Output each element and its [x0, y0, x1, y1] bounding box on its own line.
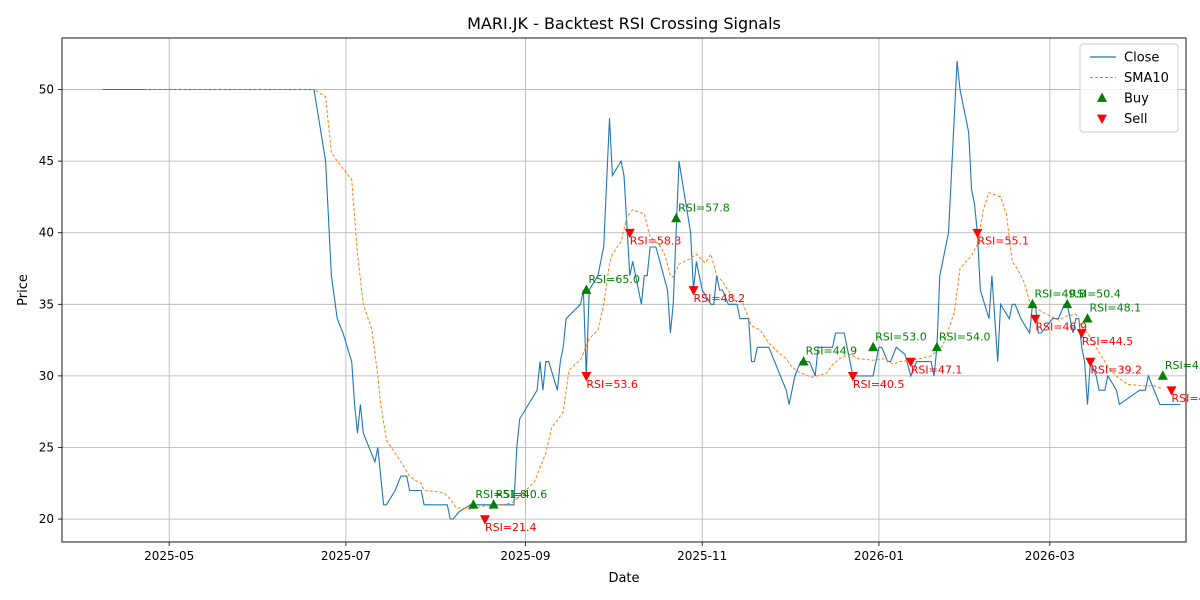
- chart-title: MARI.JK - Backtest RSI Crossing Signals: [467, 14, 781, 33]
- sell-marker: [1085, 357, 1096, 368]
- sell-marker: [972, 228, 983, 239]
- sell-annotation: RSI=44.5: [1082, 335, 1134, 348]
- buy-marker: [1157, 370, 1168, 380]
- sell-marker: [1030, 314, 1041, 325]
- buy-marker: [1062, 298, 1073, 309]
- buy-marker: [468, 499, 479, 509]
- buy-marker: [671, 212, 682, 223]
- x-axis-title: Date: [608, 571, 639, 586]
- grid: [62, 38, 1186, 542]
- y-tick-label: 45: [39, 154, 54, 168]
- buy-marker: [581, 284, 592, 294]
- sell-annotation: RSI=53.6: [586, 378, 638, 391]
- x-tick-label: 2025-07: [321, 549, 371, 563]
- buy-annotation: RSI=53.0: [875, 330, 927, 343]
- sell-marker: [688, 286, 699, 296]
- buy-marker: [931, 341, 942, 352]
- sell-annotation: RSI=39.2: [1090, 364, 1142, 377]
- buy-marker: [1027, 298, 1038, 309]
- buy-marker: [1082, 313, 1093, 323]
- y-tick-label: 50: [39, 83, 54, 97]
- x-tick-label: 2026-03: [1025, 549, 1075, 563]
- y-tick-label: 40: [39, 226, 54, 240]
- sell-annotation: RSI=40.5: [853, 378, 905, 391]
- sell-marker: [905, 357, 916, 368]
- y-axis-title: Price: [16, 274, 31, 306]
- sell-marker: [1166, 386, 1177, 396]
- y-tick-label: 20: [39, 512, 54, 526]
- sell-annotation: RSI=21.4: [485, 521, 537, 534]
- sell-annotation: RSI=55.1: [977, 235, 1029, 248]
- sell-marker: [479, 515, 490, 525]
- legend-label-close: Close: [1124, 51, 1159, 66]
- buy-annotation: RSI=45.2: [1165, 359, 1200, 372]
- legend: Close SMA10 Buy Sell: [1079, 43, 1179, 133]
- buy-annotation: RSI=57.8: [678, 201, 730, 214]
- legend-label-buy: Buy: [1124, 92, 1149, 107]
- buy-annotation: RSI=50.4: [1069, 287, 1121, 300]
- buy-annotation: RSI=65.0: [588, 273, 640, 286]
- x-tick-label: 2025-05: [144, 549, 194, 563]
- buy-marker: [868, 341, 879, 352]
- buy-marker: [798, 356, 809, 366]
- x-tick-label: 2025-09: [500, 549, 550, 563]
- legend-swatch-sell: [1097, 114, 1107, 124]
- axes-frame: [61, 37, 1187, 543]
- buy-annotation: RSI=40.6: [496, 488, 548, 501]
- y-tick-label: 25: [39, 441, 54, 455]
- x-tick-label: 2026-01: [854, 549, 904, 563]
- axes: 2025-05 2025-07 2025-09 2025-11 2026-01 2026-…: [39, 37, 1187, 563]
- sell-annotation: RSI=46.9: [1035, 321, 1087, 334]
- sell-marker: [581, 372, 592, 382]
- legend-swatch-buy: [1097, 92, 1107, 102]
- legend-label-sma10: SMA10: [1124, 71, 1169, 86]
- sell-marker: [847, 372, 858, 382]
- buy-annotation: RSI=54.0: [939, 330, 991, 343]
- y-tick-label: 30: [39, 369, 54, 383]
- buy-annotation: RSI=49.8: [1034, 287, 1086, 300]
- sell-annotation: RSI=47.1: [911, 364, 963, 377]
- legend-box: [1079, 43, 1179, 133]
- buy-annotation: RSI=51.8: [475, 488, 527, 501]
- y-tick-label: 35: [39, 297, 54, 311]
- buy-annotation: RSI=48.1: [1090, 302, 1142, 315]
- x-tick-label: 2025-11: [677, 549, 727, 563]
- sell-marker: [1076, 329, 1087, 339]
- sell-annotation: RSI=48.2: [694, 292, 746, 305]
- sell-marker: [624, 228, 635, 239]
- sell-annotation: RSI=58.3: [630, 235, 682, 248]
- buy-annotation: RSI=44.9: [806, 345, 858, 358]
- buy-marker: [488, 499, 499, 509]
- legend-label-sell: Sell: [1124, 112, 1147, 127]
